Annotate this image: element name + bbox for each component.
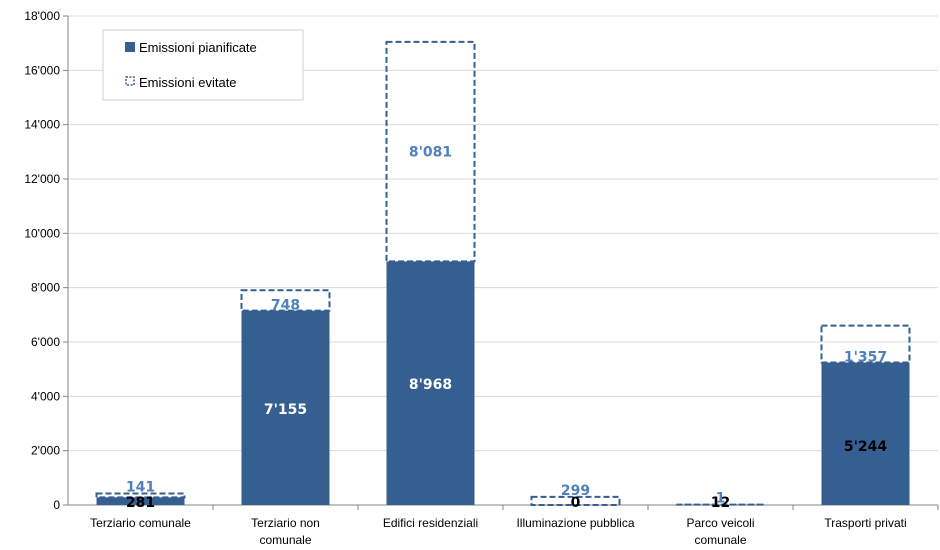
x-category-label: Terziario comunale [90,516,191,530]
legend: Emissioni pianificate Emissioni evitate [102,29,304,101]
bar-planned [821,362,910,505]
data-label-avoided: 299 [561,483,590,499]
data-label-planned: 12 [711,495,730,511]
y-tick-label: 4'000 [31,389,60,403]
axes: 0 2'000 4'000 6'000 8'000 10'000 12'000 14'000 1… [24,9,939,547]
y-tick-label: 10'000 [24,226,60,240]
bar-avoided [95,492,186,499]
x-category-label: Illuminazione pubblica [516,516,634,530]
x-category-label: Trasporti privati [824,516,906,530]
bar-planned [96,497,185,505]
y-tick-label: 18'000 [24,9,60,23]
y-tick-label: 2'000 [31,444,60,458]
y-tick-label: 8'000 [31,281,60,295]
data-label-planned: 281 [126,495,155,511]
y-tick-label: 14'000 [24,118,60,132]
data-label-avoided: 141 [126,480,155,496]
x-category-label: Terziario non [251,516,320,530]
y-tick-label: 6'000 [31,335,60,349]
data-label-avoided: 1 [716,491,726,507]
legend-label-planned: Emissioni pianificate [139,40,257,55]
y-tick-label: 0 [53,498,60,512]
x-category-label: comunale [259,533,311,547]
bar-avoided [530,495,621,506]
data-label-avoided: 1'357 [844,350,887,366]
legend-swatch-planned [125,42,135,52]
bars [95,40,911,506]
legend-label-avoided: Emissioni evitate [139,75,237,90]
y-tick-label: 12'000 [24,172,60,186]
data-label-avoided: 748 [271,298,300,314]
legend-swatch-avoided [125,76,135,86]
bar-planned [241,310,330,505]
x-category-label: Parco veicoli [686,516,754,530]
data-label-planned: 5'244 [844,439,888,455]
y-tick-label: 16'000 [24,63,60,77]
bar-avoided [385,40,476,263]
legend-box [102,29,304,101]
data-label-planned: 7'155 [264,402,307,418]
x-category-label: Edifici residenziali [383,516,478,530]
data-label-planned: 8'968 [409,377,452,393]
grid-lines [68,15,938,452]
data-label-avoided: 8'081 [409,145,452,161]
x-category-label: comunale [694,533,746,547]
data-label-planned: 0 [571,495,581,511]
bar-planned [386,261,475,505]
